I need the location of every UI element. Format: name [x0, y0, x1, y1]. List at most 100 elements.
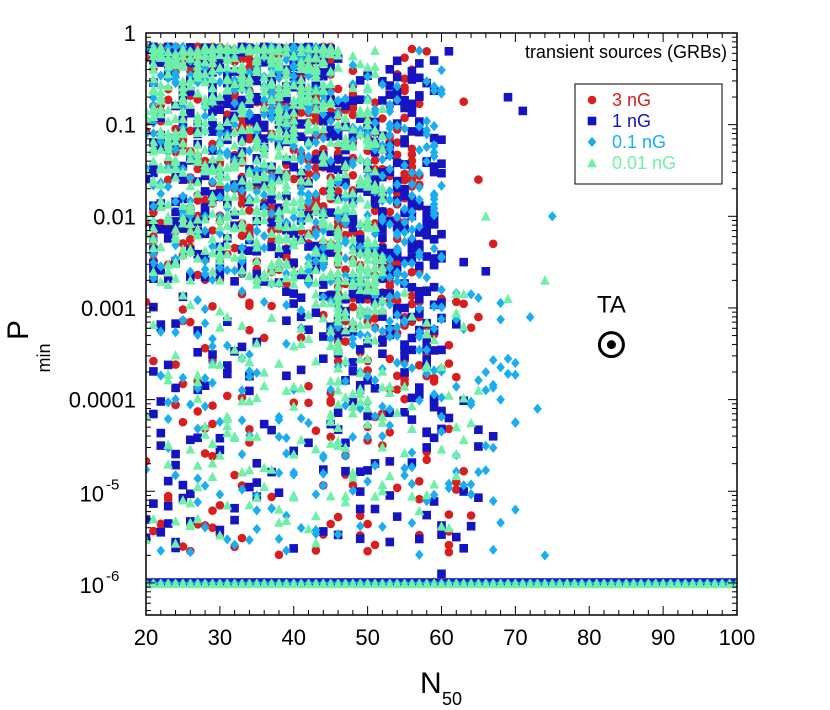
- data-point: [266, 228, 277, 238]
- data-point: [421, 489, 432, 500]
- data-point: [415, 383, 424, 392]
- data-point: [407, 127, 417, 136]
- data-point: [274, 45, 284, 56]
- data-point: [459, 487, 468, 496]
- data-point: [415, 45, 424, 56]
- data-point: [303, 309, 314, 319]
- data-point: [303, 43, 314, 53]
- data-point: [185, 80, 196, 91]
- data-point: [347, 234, 358, 244]
- data-point: [347, 267, 358, 278]
- legend-label: 0.1 nG: [612, 132, 666, 152]
- svg-text:-5: -5: [106, 476, 119, 493]
- data-point: [274, 231, 284, 242]
- data-point: [149, 367, 158, 376]
- data-point: [377, 295, 388, 305]
- data-point: [347, 187, 358, 197]
- data-point: [304, 101, 313, 113]
- data-point: [244, 124, 255, 134]
- data-point: [407, 75, 417, 84]
- data-point: [185, 218, 196, 228]
- data-point: [378, 244, 387, 253]
- data-point: [215, 416, 225, 427]
- data-point: [304, 381, 313, 391]
- data-point: [370, 98, 380, 107]
- data-point: [385, 299, 395, 310]
- data-point: [540, 578, 550, 589]
- data-point: [259, 171, 270, 182]
- data-point: [237, 352, 247, 362]
- data-point: [171, 449, 180, 459]
- data-point: [223, 94, 232, 103]
- data-point: [229, 44, 240, 55]
- data-point: [296, 175, 307, 185]
- data-point: [207, 196, 218, 207]
- data-point: [392, 357, 402, 368]
- data-point: [156, 370, 166, 381]
- data-point: [333, 281, 343, 291]
- data-point: [362, 114, 373, 125]
- data-point: [237, 320, 247, 330]
- data-point: [259, 102, 270, 112]
- data-point: [223, 391, 232, 401]
- data-point: [289, 258, 298, 267]
- data-point: [208, 419, 217, 429]
- data-point: [230, 119, 239, 130]
- data-point: [288, 151, 299, 162]
- data-point: [340, 168, 351, 179]
- data-point: [244, 396, 255, 406]
- data-point: [362, 177, 373, 188]
- data-point: [170, 516, 181, 526]
- data-point: [192, 393, 203, 403]
- data-point: [288, 114, 299, 125]
- data-point: [378, 79, 387, 90]
- legend-box: [574, 83, 723, 185]
- data-point: [355, 275, 366, 285]
- data-point: [348, 66, 358, 75]
- data-point: [407, 393, 417, 403]
- data-point: [333, 408, 343, 417]
- data-point: [496, 362, 505, 373]
- data-point: [341, 93, 350, 104]
- data-point: [333, 84, 343, 94]
- data-point: [399, 287, 410, 297]
- data-point: [244, 270, 255, 281]
- y-tick-label: 1: [124, 21, 136, 46]
- data-point: [407, 578, 417, 589]
- data-point: [304, 325, 313, 334]
- data-point: [400, 277, 409, 289]
- data-point: [422, 443, 431, 452]
- data-point: [245, 55, 254, 65]
- data-point: [377, 417, 388, 427]
- data-point: [370, 108, 380, 119]
- data-point: [245, 534, 254, 546]
- data-point: [146, 464, 151, 475]
- data-point: [148, 64, 159, 74]
- data-point: [274, 220, 284, 230]
- data-point: [171, 319, 180, 328]
- data-point: [215, 433, 225, 443]
- data-point: [415, 144, 424, 156]
- data-point: [163, 491, 173, 501]
- data-point: [443, 578, 454, 589]
- data-point: [363, 290, 372, 300]
- data-point: [230, 503, 239, 513]
- data-point: [392, 309, 402, 321]
- data-point: [333, 385, 343, 395]
- data-point: [237, 242, 247, 254]
- data-point: [362, 83, 373, 94]
- data-point: [148, 222, 159, 233]
- data-point: [385, 164, 395, 175]
- series-0-01-ng: [146, 41, 737, 589]
- data-point: [333, 363, 343, 373]
- data-point: [392, 322, 402, 333]
- data-point: [459, 466, 469, 476]
- data-point: [303, 91, 314, 101]
- data-point: [200, 50, 210, 61]
- data-point: [245, 206, 254, 215]
- data-point: [156, 326, 166, 337]
- data-point: [355, 345, 365, 354]
- data-point: [252, 367, 262, 378]
- data-point: [370, 298, 380, 308]
- data-point: [163, 397, 173, 408]
